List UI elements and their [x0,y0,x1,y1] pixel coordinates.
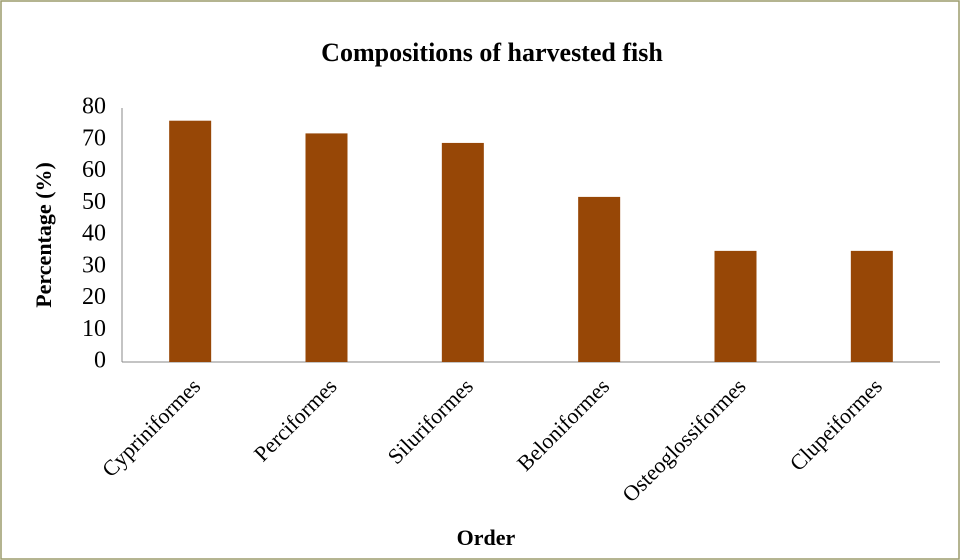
y-axis-label: Percentage (%) [31,162,56,308]
y-tick-label: 20 [82,284,106,310]
bar [850,250,893,362]
y-tick-label: 80 [82,94,106,120]
y-tick-label: 10 [82,316,106,342]
y-tick-label: 70 [82,125,106,151]
y-tick-label: 40 [82,221,106,247]
bar [714,250,757,362]
x-axis-label: Order [457,525,516,550]
y-tick-label: 30 [82,252,106,278]
y-tick-label: 0 [94,348,106,374]
bar [169,120,212,362]
bar [305,133,348,362]
y-tick-label: 60 [82,157,106,183]
bar [578,196,621,362]
y-tick-label: 50 [82,189,106,215]
chart-title: Compositions of harvested fish [321,38,663,67]
bar [441,142,484,362]
